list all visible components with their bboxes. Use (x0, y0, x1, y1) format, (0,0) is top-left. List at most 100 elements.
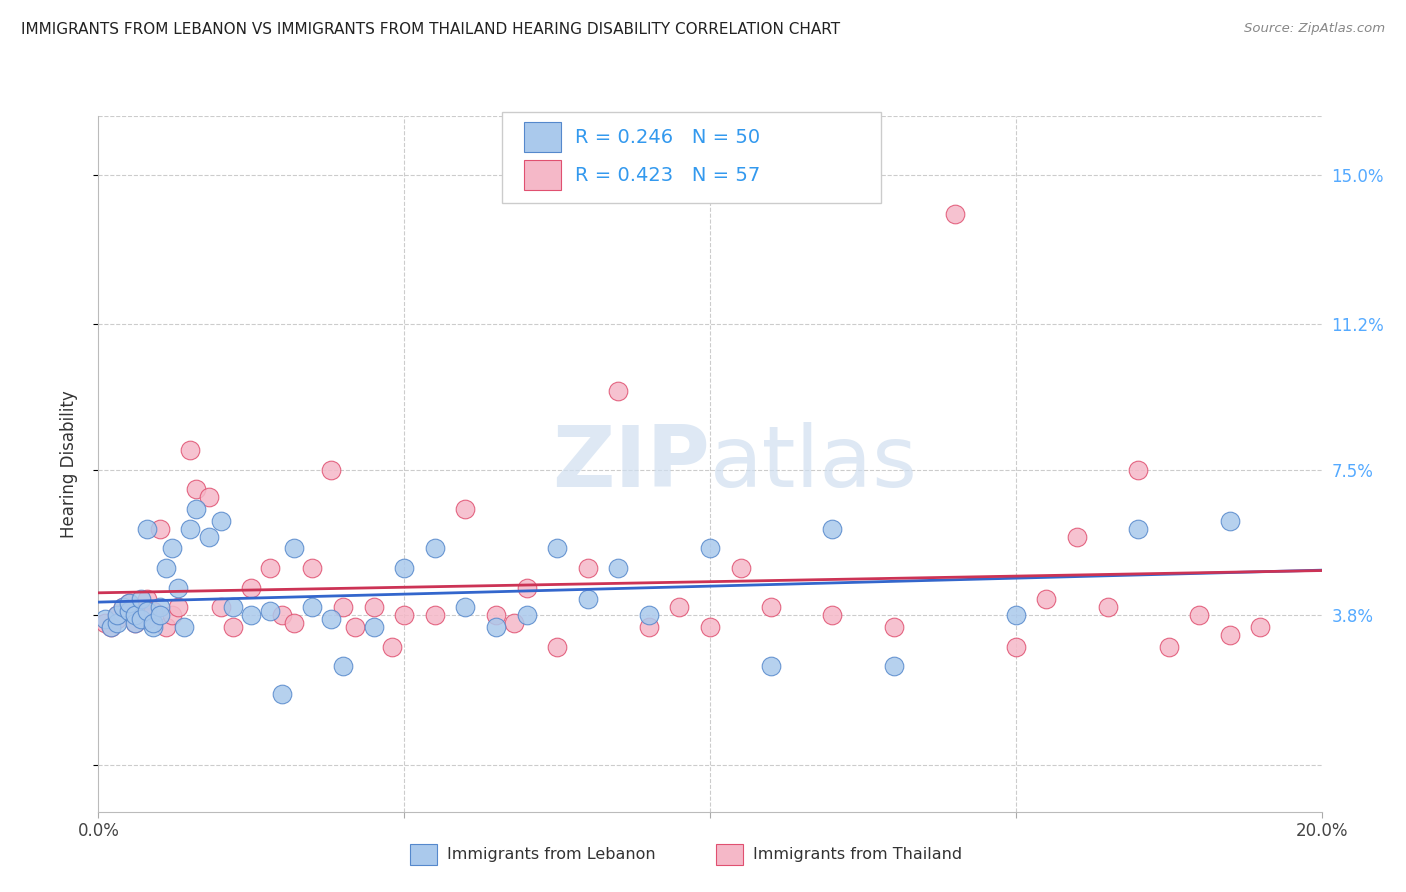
Point (699, 541, 721, 556)
Point (179, 443, 201, 458)
Point (699, 620, 721, 634)
Point (142, 615, 165, 630)
Point (730, 561, 752, 575)
Point (222, 620, 245, 634)
Point (160, 608, 183, 623)
Point (1219, 514, 1241, 528)
Point (222, 600, 245, 615)
Point (259, 604, 281, 618)
Point (240, 581, 263, 595)
Point (546, 640, 568, 654)
Point (607, 561, 630, 575)
Point (668, 600, 690, 615)
Point (93, 612, 115, 626)
Point (546, 541, 568, 556)
Point (1128, 463, 1150, 477)
Point (118, 604, 141, 618)
Point (118, 596, 141, 610)
Point (173, 620, 195, 634)
Point (155, 620, 177, 634)
Point (179, 522, 201, 536)
Point (503, 615, 526, 630)
Point (111, 600, 134, 615)
Point (332, 600, 354, 615)
Text: R = 0.246   N = 50: R = 0.246 N = 50 (575, 128, 761, 146)
Point (332, 659, 354, 673)
Point (118, 604, 141, 618)
Point (129, 592, 152, 607)
Point (1035, 592, 1057, 607)
Point (381, 640, 404, 654)
Y-axis label: Hearing Disability: Hearing Disability (59, 390, 77, 538)
Point (259, 561, 281, 575)
Point (111, 600, 134, 615)
Point (270, 687, 292, 701)
Point (105, 615, 128, 630)
Point (100, 620, 122, 634)
Point (105, 612, 128, 626)
Point (363, 620, 385, 634)
Text: R = 0.423   N = 57: R = 0.423 N = 57 (575, 166, 761, 185)
Point (209, 514, 232, 528)
Point (136, 592, 159, 607)
Point (136, 612, 159, 626)
Point (759, 659, 782, 673)
Point (301, 561, 323, 575)
Point (301, 600, 323, 615)
Point (149, 522, 172, 536)
Point (1097, 600, 1119, 615)
Text: Immigrants from Thailand: Immigrants from Thailand (752, 847, 962, 863)
Point (576, 592, 599, 607)
Point (1128, 522, 1150, 536)
Point (821, 608, 844, 623)
Point (392, 608, 416, 623)
Point (167, 581, 190, 595)
Point (423, 541, 446, 556)
Point (1249, 620, 1271, 634)
Point (943, 207, 966, 221)
Point (142, 604, 165, 618)
FancyBboxPatch shape (502, 112, 882, 203)
Point (124, 608, 146, 623)
Point (270, 608, 292, 623)
Point (1004, 640, 1026, 654)
Text: Immigrants from Lebanon: Immigrants from Lebanon (447, 847, 655, 863)
Point (283, 541, 305, 556)
Point (363, 600, 385, 615)
Point (423, 608, 446, 623)
Point (283, 615, 305, 630)
Point (1066, 530, 1088, 544)
Point (319, 463, 342, 477)
Point (1188, 608, 1211, 623)
Point (821, 522, 844, 536)
Point (485, 608, 508, 623)
Point (485, 620, 508, 634)
Point (516, 581, 538, 595)
Point (186, 483, 208, 497)
Point (129, 612, 152, 626)
Point (118, 596, 141, 610)
Point (319, 612, 342, 626)
Point (759, 600, 782, 615)
Point (1157, 640, 1180, 654)
Point (124, 615, 146, 630)
Point (142, 620, 165, 634)
Text: IMMIGRANTS FROM LEBANON VS IMMIGRANTS FROM THAILAND HEARING DISABILITY CORRELATI: IMMIGRANTS FROM LEBANON VS IMMIGRANTS FR… (21, 22, 841, 37)
Point (607, 384, 630, 398)
Point (149, 600, 172, 615)
Point (1004, 608, 1026, 623)
Point (197, 530, 219, 544)
Text: ZIP: ZIP (553, 422, 710, 506)
Point (637, 620, 661, 634)
Bar (524, 122, 561, 153)
Point (197, 490, 219, 504)
Point (637, 608, 661, 623)
Point (576, 561, 599, 575)
Bar (411, 845, 437, 865)
Point (155, 561, 177, 575)
Bar (716, 845, 742, 865)
Point (516, 608, 538, 623)
Point (167, 600, 190, 615)
Point (240, 608, 263, 623)
Point (105, 608, 128, 623)
